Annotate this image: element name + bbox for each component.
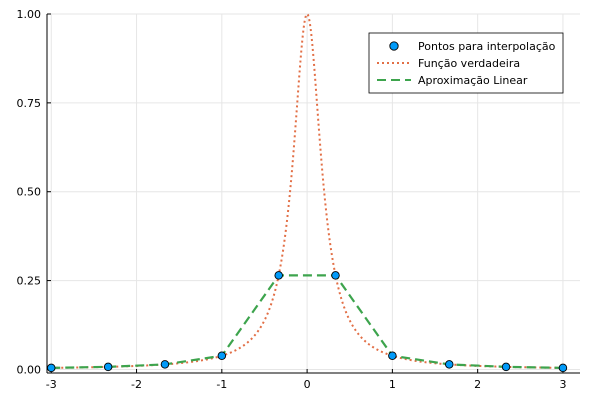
scatter-point-7	[445, 360, 454, 369]
series-linear-approximation-line	[51, 274, 563, 369]
legend-label: Função verdadeira	[418, 57, 520, 70]
legend-items: Pontos para interpolação Função verdadeir…	[377, 40, 556, 87]
scatter-point-8	[501, 362, 511, 372]
axes	[46, 13, 580, 374]
series	[47, 12, 568, 373]
scatter-point-0	[47, 363, 56, 373]
x-tick-label: -1	[216, 378, 227, 391]
scatter-point-1	[103, 362, 113, 372]
y-tick-label: 1.00	[17, 8, 42, 21]
legend-item: Pontos para interpolação	[389, 40, 556, 53]
legend-box	[368, 32, 564, 94]
legend-label: Aproximação Linear	[418, 74, 528, 87]
x-tick-label: 2	[474, 378, 481, 391]
scatter-point-3	[217, 351, 227, 361]
scatter-point-6	[388, 351, 397, 361]
scatter-point-4	[274, 271, 283, 280]
legend-label: Pontos para interpolação	[418, 40, 556, 53]
x-tick-label: -3	[46, 378, 57, 391]
y-tick-label: 0.00	[17, 363, 42, 376]
y-tick-label: 0.75	[17, 97, 42, 110]
x-tick-label: 0	[304, 378, 311, 391]
scatter-point-5	[331, 271, 340, 280]
x-tick-label: 3	[559, 378, 566, 391]
x-tick-label: -2	[131, 378, 142, 391]
legend: Pontos para interpolação Função verdadeir…	[368, 32, 564, 94]
x-tick-label: 1	[389, 378, 396, 391]
legend-item: Aproximação Linear	[377, 74, 528, 87]
scatter-point-2	[160, 360, 170, 369]
legend-item: Função verdadeira	[377, 57, 520, 70]
y-tick-label: 0.25	[17, 275, 42, 288]
legend-marker-scatter	[389, 41, 399, 51]
y-tick-label: 0.50	[17, 186, 42, 199]
tick-labels: -3 -2 -1 0 1 2 3 0.00 0.25 0.50 0.75 1.00	[17, 8, 567, 391]
scatter-point-9	[558, 363, 568, 373]
